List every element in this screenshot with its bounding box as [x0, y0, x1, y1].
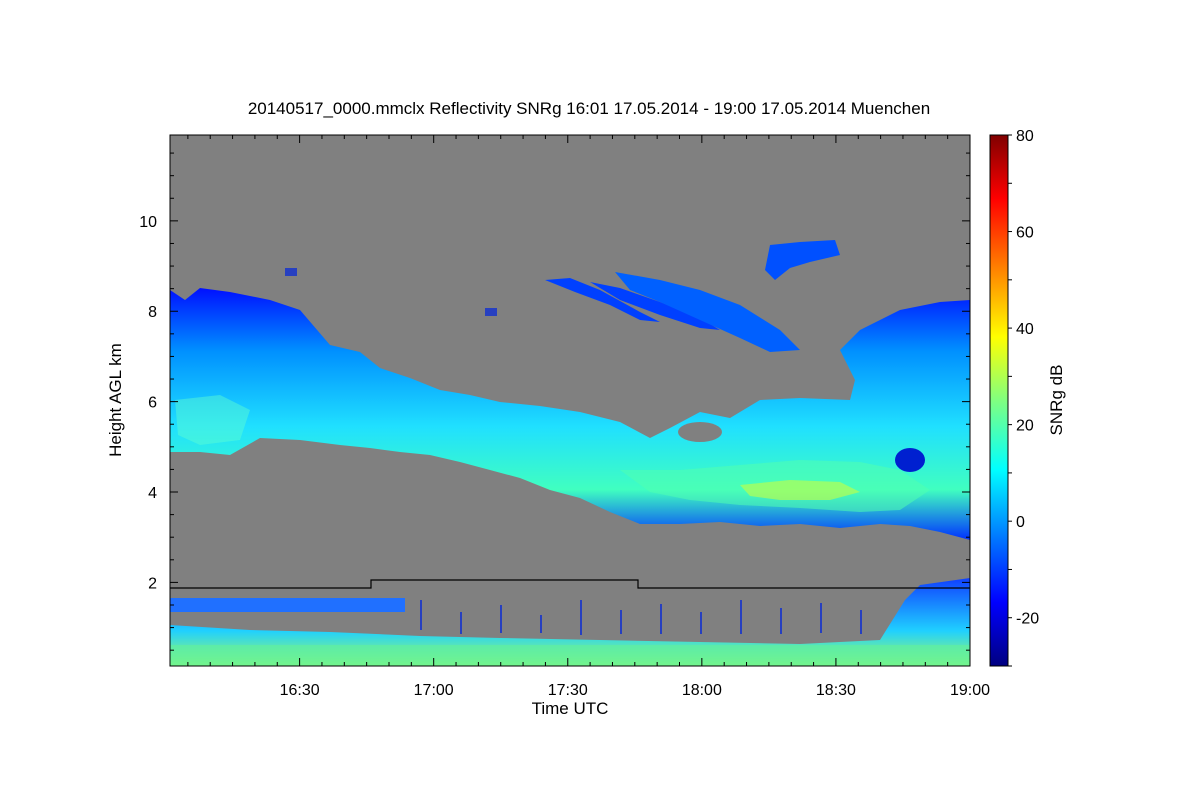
colorbar-tick-label: 40: [1016, 321, 1034, 338]
colorbar-axis: -20 0 20 40 60 80: [1008, 128, 1039, 667]
x-tick-label: 19:00: [950, 682, 990, 699]
colorbar-tick-label: 0: [1016, 514, 1025, 531]
colorbar-tick-label: 60: [1016, 225, 1034, 242]
fall-streak: [545, 278, 660, 322]
y-tick-label: 10: [139, 214, 157, 231]
cloud-core: [740, 480, 860, 500]
y-tick-label: 2: [148, 575, 157, 592]
y-tick-label: 4: [148, 485, 157, 502]
y-tick-label: 8: [148, 304, 157, 321]
cloud-gap: [678, 422, 722, 442]
boundary-layer-line: [170, 579, 970, 589]
colorbar-tick-label: 80: [1016, 128, 1034, 145]
colorbar-tick-label: 20: [1016, 418, 1034, 435]
fall-streak: [590, 282, 720, 330]
colorbar: [989, 134, 1009, 667]
x-tick-label: 17:00: [414, 682, 454, 699]
ground-clutter: [170, 645, 970, 666]
cloud-core: [175, 395, 250, 445]
fall-streak: [615, 272, 800, 352]
y-tick-label: 6: [148, 395, 157, 412]
fall-streak: [765, 240, 840, 280]
colorbar-tick-label: -20: [1016, 611, 1039, 628]
x-tick-label: 16:30: [280, 682, 320, 699]
aerosol-layer: [170, 598, 405, 612]
radar-image: [170, 135, 970, 666]
x-tick-label: 18:30: [816, 682, 856, 699]
y-axis-label: Height AGL km: [106, 343, 125, 457]
boundary-layer: [170, 578, 970, 666]
y-axis: 2 4 6 8 10: [139, 152, 970, 651]
x-tick-label: 17:30: [548, 682, 588, 699]
cloud-dark-patch: [895, 448, 925, 472]
plot-frame: [169, 134, 971, 667]
x-axis: 16:30 17:00 17:30 18:00 18:30 19:00: [187, 135, 990, 699]
noise-speckle: [285, 268, 862, 635]
x-tick-label: 18:00: [682, 682, 722, 699]
colorbar-label: SNRg dB: [1047, 365, 1066, 436]
chart-title: 20140517_0000.mmclx Reflectivity SNRg 16…: [248, 99, 930, 118]
x-axis-label: Time UTC: [532, 699, 609, 718]
